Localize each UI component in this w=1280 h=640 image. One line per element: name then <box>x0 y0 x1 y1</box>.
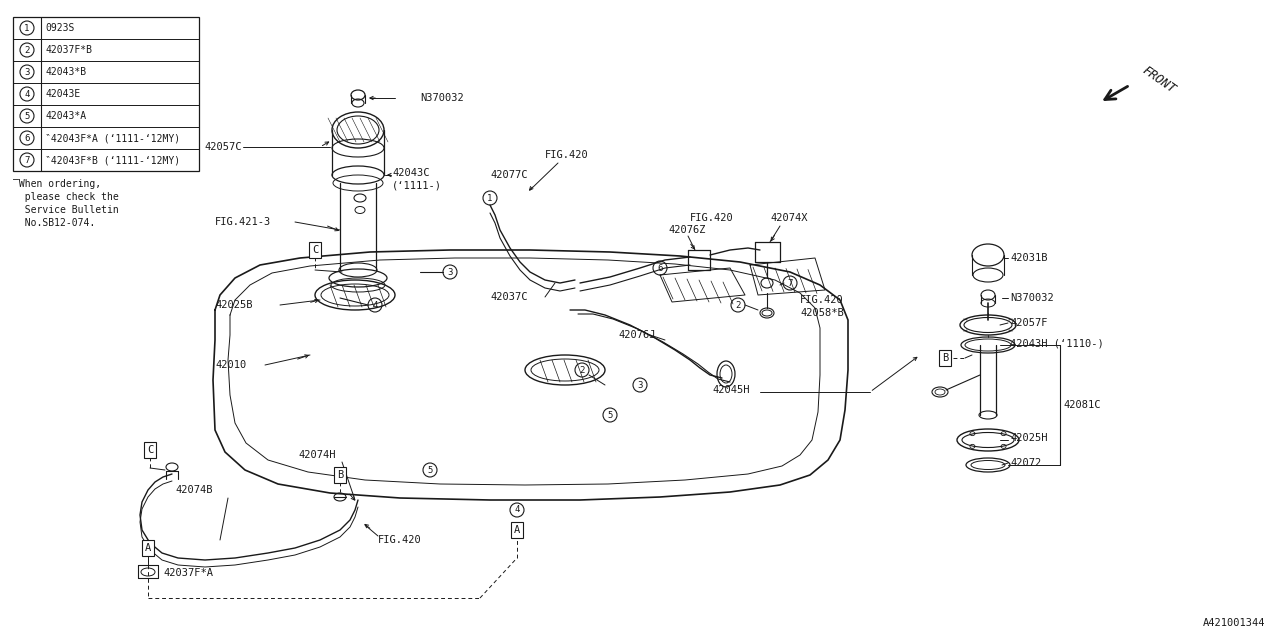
Text: 42074H: 42074H <box>298 450 335 460</box>
Text: 6: 6 <box>24 134 29 143</box>
Text: 5: 5 <box>607 410 613 419</box>
Ellipse shape <box>934 389 945 395</box>
Text: 3: 3 <box>24 67 29 77</box>
Text: 7: 7 <box>787 278 792 287</box>
Text: 3: 3 <box>447 268 453 276</box>
Text: 2: 2 <box>24 45 29 54</box>
Text: Service Bulletin: Service Bulletin <box>13 205 119 215</box>
Text: please check the: please check the <box>13 192 119 202</box>
Text: 42025B: 42025B <box>215 300 252 310</box>
Text: 42074X: 42074X <box>771 213 808 223</box>
Text: 4: 4 <box>515 506 520 515</box>
Text: B: B <box>337 470 343 480</box>
Text: 6: 6 <box>658 264 663 273</box>
Text: 2: 2 <box>580 365 585 374</box>
Text: FIG.420: FIG.420 <box>378 535 421 545</box>
Text: 42058*B: 42058*B <box>800 308 844 318</box>
Text: 42043E: 42043E <box>45 89 81 99</box>
Text: FIG.420: FIG.420 <box>690 213 733 223</box>
Text: 42043*B: 42043*B <box>45 67 86 77</box>
Text: 42043C: 42043C <box>392 168 430 178</box>
Text: 42043*A: 42043*A <box>45 111 86 121</box>
Text: B: B <box>942 353 948 363</box>
Text: 42074B: 42074B <box>175 485 212 495</box>
Text: 7: 7 <box>24 156 29 164</box>
Text: 42081C: 42081C <box>1062 400 1101 410</box>
Text: A: A <box>513 525 520 535</box>
Text: FIG.420: FIG.420 <box>545 150 589 160</box>
Text: 42076Z: 42076Z <box>668 225 705 235</box>
Text: 42057C: 42057C <box>205 142 242 152</box>
Text: 42010: 42010 <box>215 360 246 370</box>
Text: 42043H (‘1110-): 42043H (‘1110-) <box>1010 338 1103 348</box>
Text: C: C <box>312 245 319 255</box>
Text: 42037F*A: 42037F*A <box>163 568 212 578</box>
Text: 0923S: 0923S <box>45 23 74 33</box>
Text: FRONT: FRONT <box>1140 64 1178 96</box>
Text: 42025H: 42025H <box>1010 433 1047 443</box>
Text: 1: 1 <box>24 24 29 33</box>
Text: 42031B: 42031B <box>1010 253 1047 263</box>
Text: 42057F: 42057F <box>1010 318 1047 328</box>
Text: A421001344: A421001344 <box>1202 618 1265 628</box>
Text: FIG.420: FIG.420 <box>800 295 844 305</box>
Text: 42045H: 42045H <box>712 385 750 395</box>
Text: A: A <box>145 543 151 553</box>
Text: ‶42043F*B (‘1111-‘12MY): ‶42043F*B (‘1111-‘12MY) <box>45 155 180 165</box>
Text: ‾When ordering,: ‾When ordering, <box>13 179 101 189</box>
Text: 42072: 42072 <box>1010 458 1041 468</box>
Text: 1: 1 <box>488 193 493 202</box>
Text: 5: 5 <box>24 111 29 120</box>
Bar <box>13 17 198 171</box>
Text: N370032: N370032 <box>420 93 463 103</box>
Text: 42037F*B: 42037F*B <box>45 45 92 55</box>
Text: 2: 2 <box>735 301 741 310</box>
Text: N370032: N370032 <box>1010 293 1053 303</box>
Text: C: C <box>147 445 154 455</box>
Text: 42076J: 42076J <box>618 330 655 340</box>
Text: ‶42043F*A (‘1111-‘12MY): ‶42043F*A (‘1111-‘12MY) <box>45 133 180 143</box>
Text: (‘1111-): (‘1111-) <box>392 180 442 190</box>
Text: FIG.421-3: FIG.421-3 <box>215 217 271 227</box>
Text: 4: 4 <box>24 90 29 99</box>
Text: 42037C: 42037C <box>490 292 527 302</box>
Text: No.SB12-074.: No.SB12-074. <box>13 218 95 228</box>
Text: 42077C: 42077C <box>490 170 527 180</box>
Text: 5: 5 <box>428 465 433 474</box>
Text: 4: 4 <box>372 301 378 310</box>
Text: 3: 3 <box>637 381 643 390</box>
